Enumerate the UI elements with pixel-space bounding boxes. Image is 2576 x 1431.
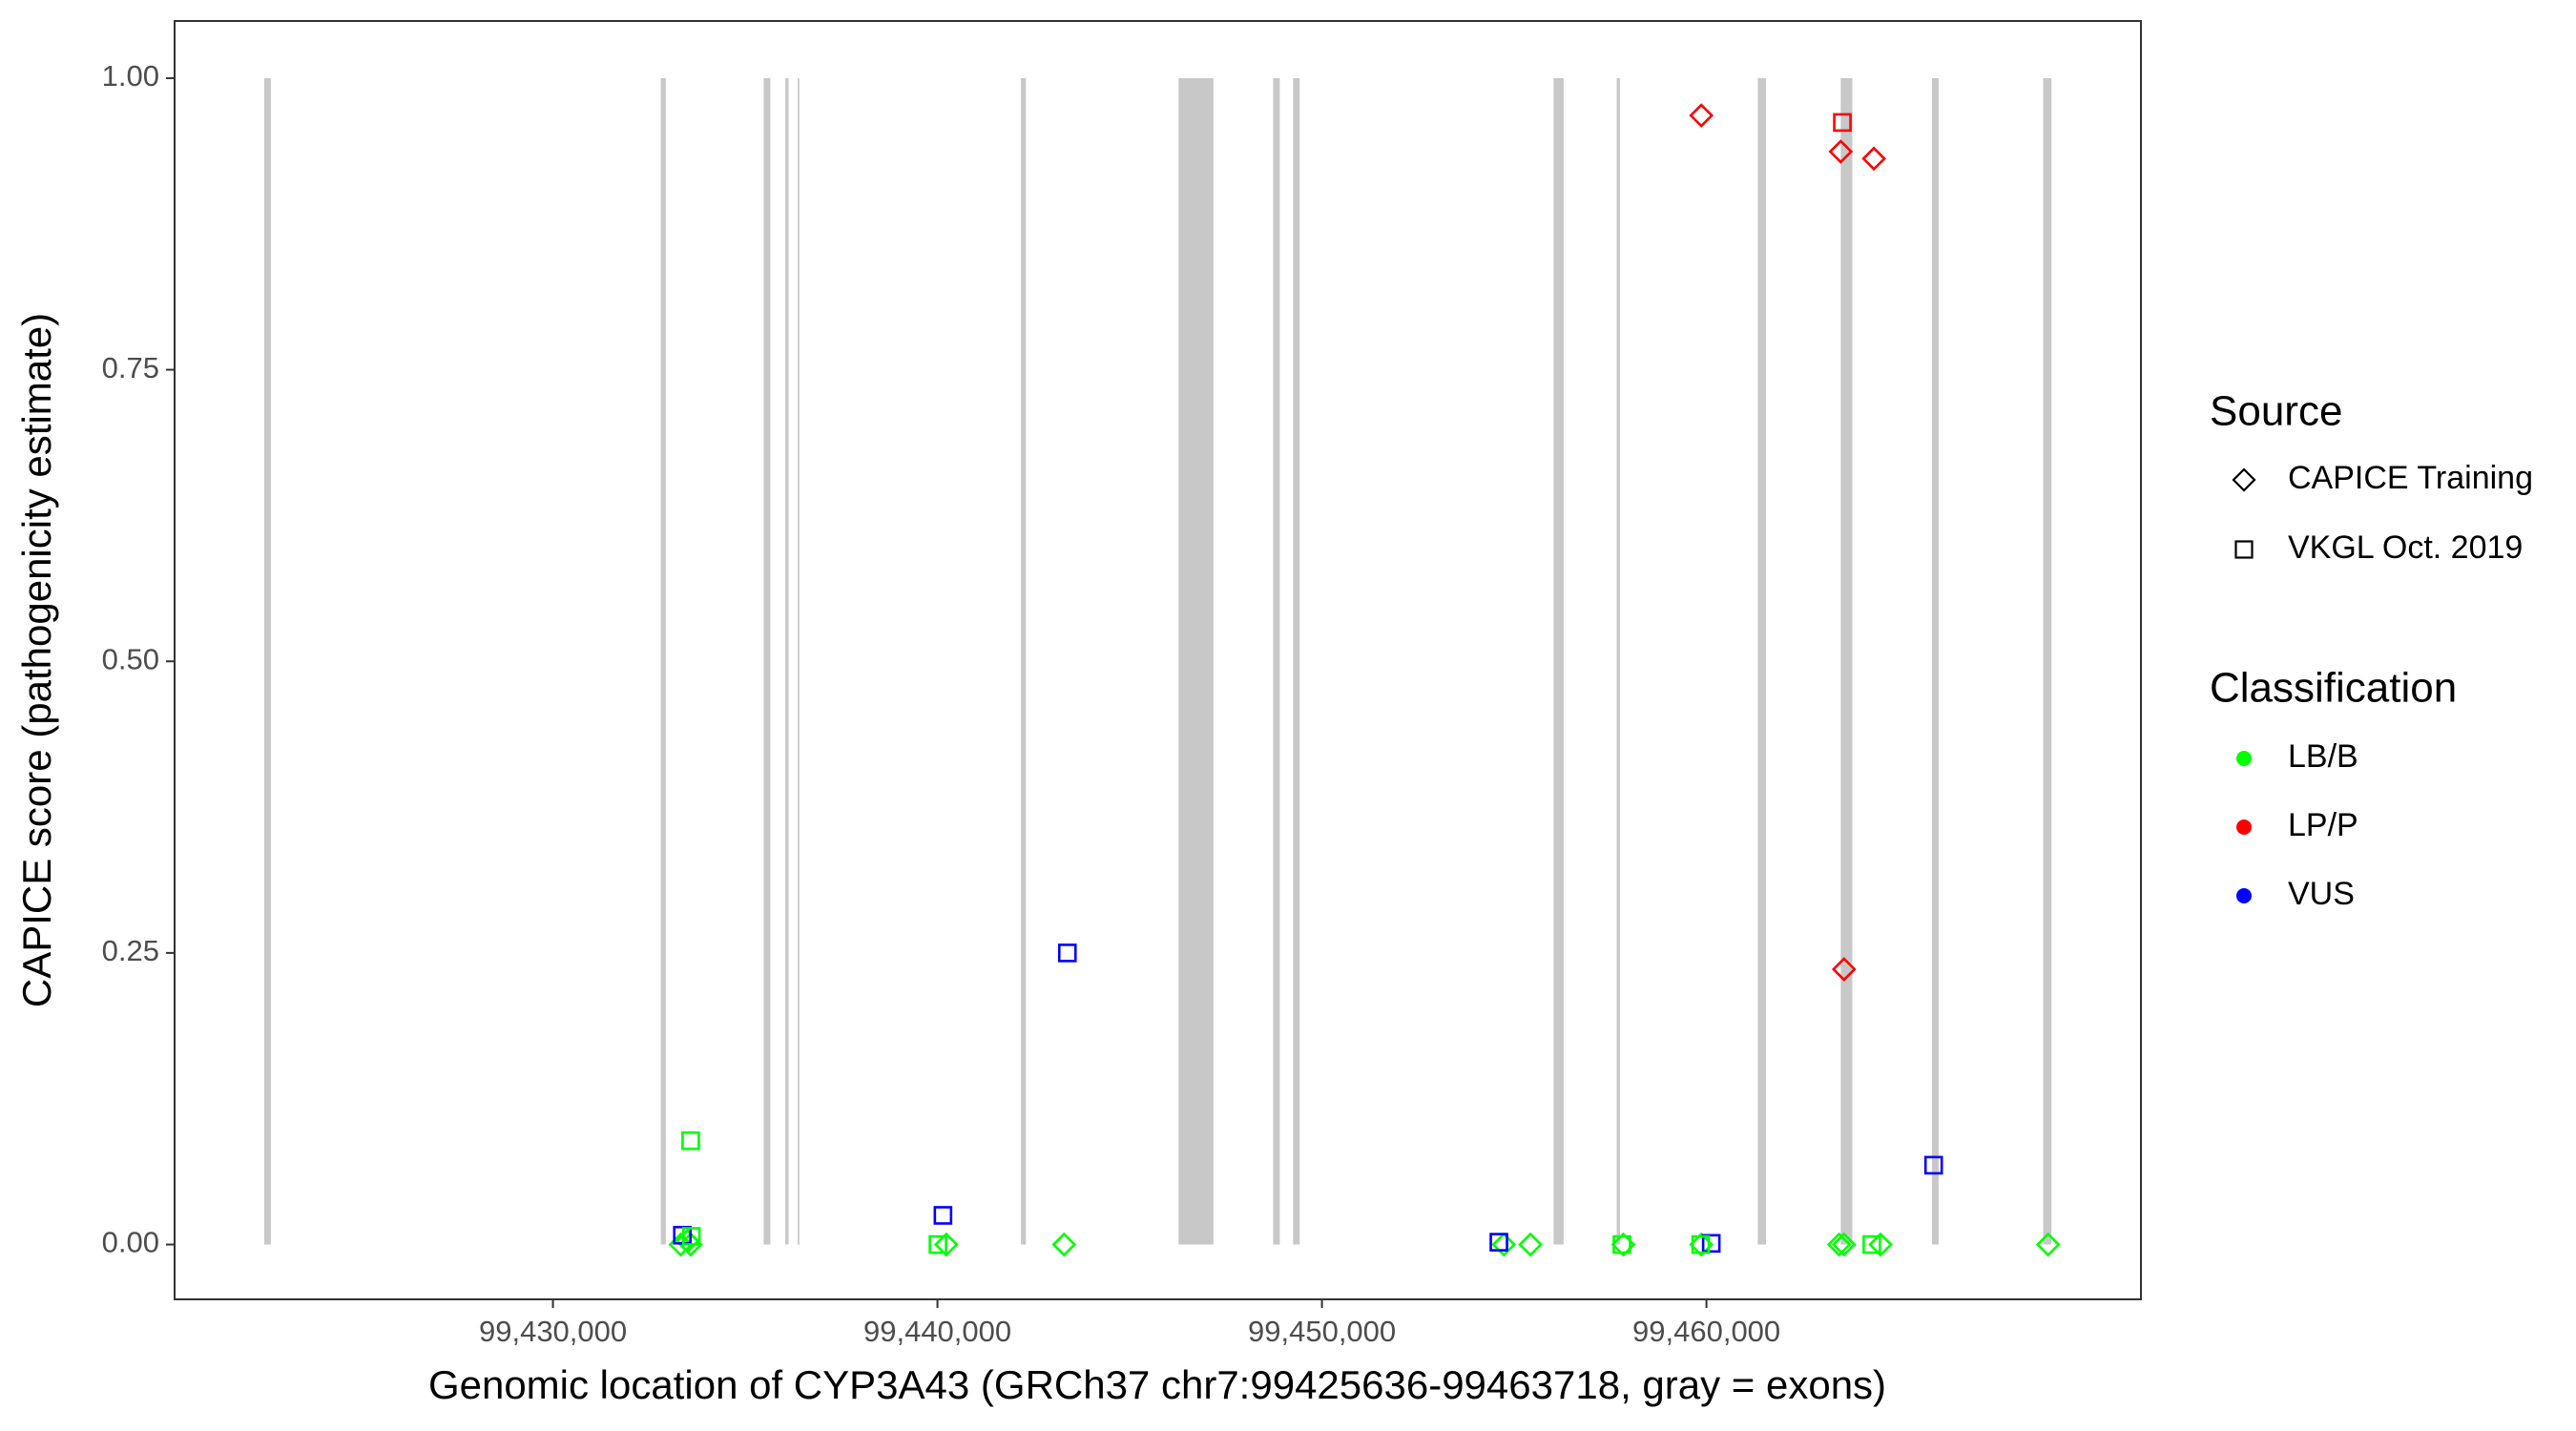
point: [1518, 1232, 1543, 1257]
point: [1489, 1233, 1508, 1252]
plot-border: [174, 20, 2142, 1300]
point: [2035, 1232, 2061, 1257]
exon: [1840, 77, 1853, 1245]
point: [1862, 1234, 1881, 1255]
exon: [2043, 77, 2052, 1245]
y-tick-label: 0.25: [102, 934, 159, 967]
legend-symbol: [2236, 751, 2252, 766]
x-tick-label: 99,450,000: [1248, 1315, 1396, 1348]
point: [1861, 146, 1886, 172]
x-tick-label: 99,460,000: [1632, 1315, 1780, 1348]
y-tick-label: 0.00: [102, 1226, 159, 1259]
point: [1831, 957, 1857, 982]
y-axis-title: CAPICE score (pathogenicity estimate): [14, 313, 59, 1007]
point: [1689, 103, 1714, 128]
point: [1826, 1232, 1852, 1257]
point: [928, 1234, 947, 1255]
exon: [763, 77, 771, 1245]
point: [933, 1232, 959, 1257]
point: [1057, 944, 1077, 963]
exon: [1553, 77, 1564, 1245]
x-tick-label: 99,430,000: [479, 1315, 627, 1348]
exon: [1293, 77, 1300, 1245]
legend-label: LB/B: [2288, 738, 2358, 775]
point: [1701, 1234, 1721, 1254]
point: [1491, 1232, 1517, 1257]
exon: [263, 77, 271, 1245]
exon: [1178, 77, 1214, 1245]
point: [1051, 1232, 1077, 1257]
exon: [1757, 77, 1767, 1245]
exon: [1273, 77, 1280, 1245]
legend-label: CAPICE Training: [2288, 460, 2533, 496]
x-tick-label: 99,440,000: [863, 1315, 1011, 1348]
y-tick-label: 0.50: [102, 642, 159, 675]
legend-symbol: [2232, 467, 2256, 492]
point: [1691, 1234, 1711, 1255]
point: [1828, 139, 1854, 164]
legend-symbol: [2236, 888, 2252, 903]
point: [933, 1206, 953, 1225]
point: [1831, 1232, 1857, 1257]
point: [1833, 113, 1852, 133]
exon: [1616, 77, 1620, 1245]
exon: [1021, 77, 1027, 1245]
legend-label: LP/P: [2288, 807, 2358, 843]
exon: [798, 77, 800, 1245]
y-tick-label: 0.75: [102, 351, 159, 384]
legend-symbol: [2236, 819, 2252, 835]
exon: [1931, 77, 1939, 1245]
point: [1612, 1234, 1631, 1255]
exon: [660, 77, 666, 1245]
point: [1868, 1232, 1893, 1257]
legend-label: VUS: [2288, 876, 2355, 912]
point: [681, 1130, 700, 1151]
legend-label: VKGL Oct. 2019: [2288, 529, 2523, 566]
y-tick-label: 1.00: [102, 59, 159, 93]
point: [1923, 1155, 1943, 1175]
legend-title: Classification: [2210, 665, 2457, 712]
x-axis-title: Genomic location of CYP3A43 (GRCh37 chr7…: [428, 1362, 1886, 1407]
legend-symbol: [2234, 540, 2254, 559]
exon: [785, 77, 789, 1245]
point: [681, 1227, 701, 1246]
legend-title: Source: [2210, 388, 2342, 435]
